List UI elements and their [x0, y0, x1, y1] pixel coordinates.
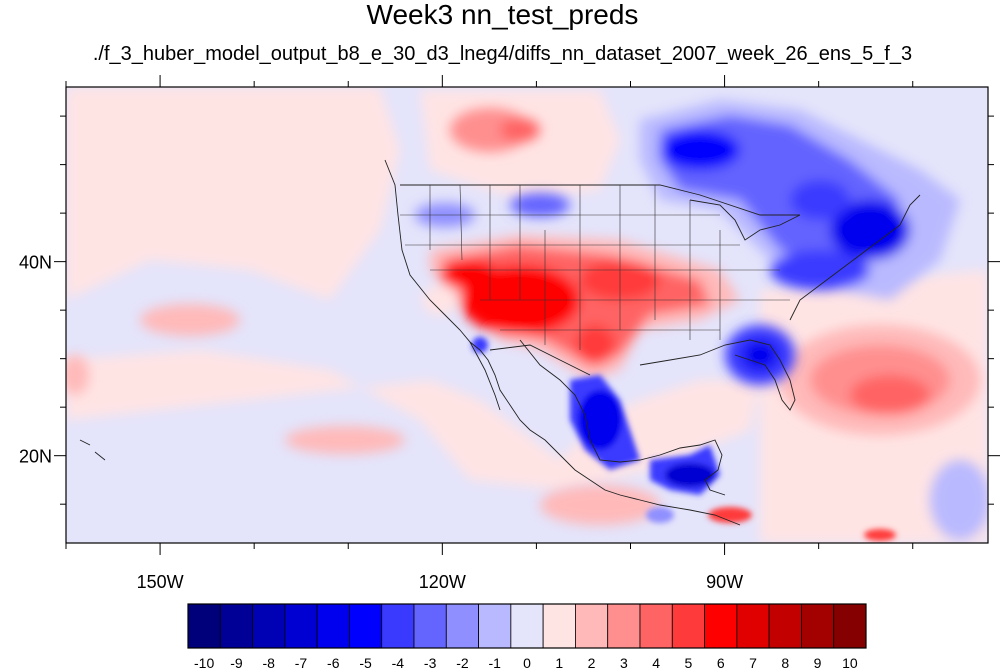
gulf-coastline: [519, 339, 726, 496]
field-blob: [540, 485, 660, 525]
lat-tick-labels: 40N 20N: [19, 253, 52, 467]
field-blob: [790, 180, 850, 220]
anomaly-field: [66, 87, 988, 543]
field-blob: [930, 460, 988, 540]
field-blob: [850, 375, 930, 415]
field-blob: [510, 193, 570, 217]
colorbar-label: -2: [456, 655, 469, 671]
state-lines-horizontal: [400, 214, 790, 331]
field-blob: [830, 200, 910, 260]
colorbar-box: [801, 603, 835, 649]
lon-tick-label: 90W: [706, 572, 743, 592]
lon-tick-label: 120W: [419, 572, 466, 592]
colorbar-label: -9: [230, 655, 243, 671]
field-blob: [450, 108, 530, 152]
colorbar-box: [478, 603, 512, 649]
gulf-florida: [639, 339, 796, 411]
hawaii-islands: [79, 439, 106, 461]
colorbar-label: -4: [392, 655, 405, 671]
colorbar-box: [219, 603, 253, 649]
colorbar-box: [575, 603, 609, 649]
colorbar-box: [607, 603, 641, 649]
colorbar-box: [413, 603, 447, 649]
colorbar-box: [671, 603, 705, 649]
colorbar-label: 4: [652, 655, 660, 671]
colorbar-box: [639, 603, 673, 649]
colorbar-box: [381, 603, 415, 649]
field-blob: [578, 390, 622, 450]
colorbar-label: -6: [327, 655, 340, 671]
colorbar-labels: -10 -9 -8 -7 -6 -5 -4 -3 -2 -1 0 1 2 3 4 5 6 7 8 9 10: [194, 655, 858, 671]
colorbar-label: 9: [814, 655, 822, 671]
colorbar-box: [736, 603, 770, 649]
lat-tick-label: 40N: [19, 253, 52, 273]
west-coastline: [384, 159, 741, 526]
great-lakes-outline: [689, 199, 801, 241]
colorbar-box: [833, 603, 867, 649]
coastlines: [79, 159, 921, 526]
field-blob: [742, 340, 778, 370]
colorbar-box: [349, 603, 383, 649]
field-blob: [140, 304, 240, 336]
colorbar-box: [445, 603, 479, 649]
colorbar-label: -7: [295, 655, 308, 671]
colorbar-box: [187, 603, 221, 649]
field-blob: [770, 250, 870, 290]
field-south-pink: [66, 350, 760, 490]
colorbar-box: [704, 603, 738, 649]
colorbar-label: -3: [424, 655, 437, 671]
canada-border: [400, 184, 800, 216]
colorbar-label: -8: [262, 655, 275, 671]
field-pacific-pink: [66, 87, 400, 300]
field-blob: [665, 463, 715, 487]
colorbar-label: 8: [781, 655, 789, 671]
colorbar-label: 6: [717, 655, 725, 671]
field-blob: [66, 355, 89, 395]
lat-tick-label: 20N: [19, 447, 52, 467]
field-blob: [285, 426, 405, 454]
field-blob: [864, 529, 896, 541]
baja-peninsula: [469, 341, 501, 411]
colorbar: [187, 603, 867, 649]
mexico-border: [489, 344, 591, 376]
axis-ticks: [54, 75, 1000, 555]
map-subtitle: ./f_3_huber_model_output_b8_e_30_d3_lneg…: [92, 43, 913, 65]
plot-frame: [65, 86, 989, 544]
lon-tick-labels: 150W 120W 90W: [137, 572, 744, 592]
field-blob: [646, 507, 674, 523]
colorbar-box: [284, 603, 318, 649]
colorbar-label: -1: [488, 655, 501, 671]
field-blob: [440, 260, 500, 290]
colorbar-box: [542, 603, 576, 649]
colorbar-label: 5: [685, 655, 693, 671]
colorbar-label: 2: [588, 655, 596, 671]
east-coastline: [789, 194, 921, 321]
colorbar-box: [316, 603, 350, 649]
field-blob: [500, 118, 540, 142]
colorbar-label: 3: [620, 655, 628, 671]
colorbar-label: 10: [842, 655, 858, 671]
field-blob: [660, 130, 740, 170]
colorbar-label: -5: [359, 655, 372, 671]
colorbar-box: [252, 603, 286, 649]
colorbar-box: [510, 603, 544, 649]
lon-tick-label: 150W: [137, 572, 184, 592]
colorbar-frame: [187, 603, 867, 649]
colorbar-box: [768, 603, 802, 649]
field-blob: [575, 325, 615, 365]
field-blob: [422, 285, 458, 315]
field-blob: [472, 337, 488, 353]
field-blob: [708, 507, 752, 523]
colorbar-label: 7: [749, 655, 757, 671]
colorbar-label: 1: [555, 655, 563, 671]
colorbar-label: 0: [523, 655, 531, 671]
colorbar-label: -10: [194, 655, 214, 671]
state-borders: [400, 184, 790, 350]
map-title: Week3 nn_test_preds: [366, 0, 639, 30]
